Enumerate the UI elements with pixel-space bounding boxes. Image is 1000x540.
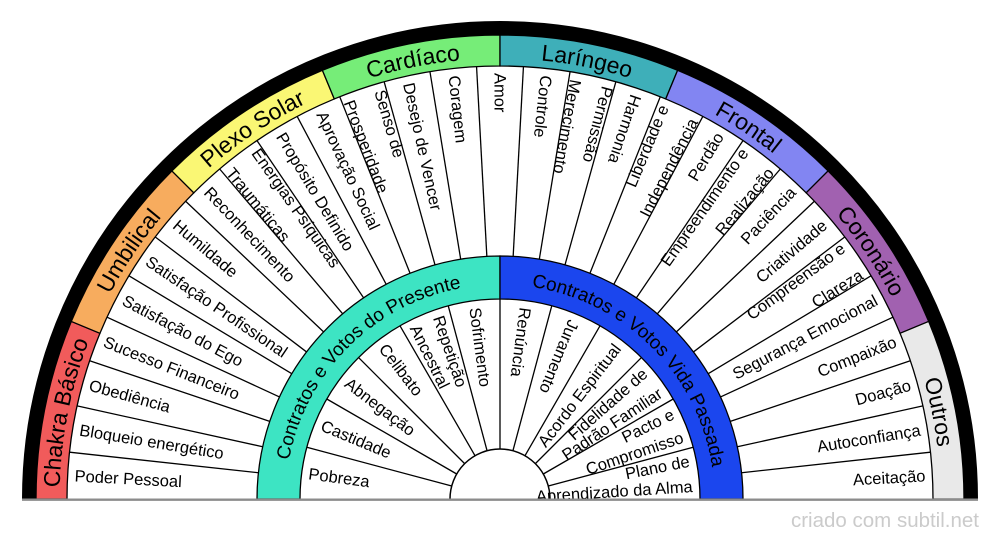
outer-sector-divider <box>741 451 931 474</box>
outer-sector-label: Doação <box>853 377 913 410</box>
outer-sector-divider <box>675 200 815 333</box>
outer-sector-divider <box>219 168 344 315</box>
outer-sector-divider <box>737 405 924 448</box>
inner-sector-divider <box>358 357 466 465</box>
outer-sector-divider <box>256 140 365 299</box>
outer-sector-divider <box>106 316 280 398</box>
outer-sector-divider <box>635 140 744 299</box>
outer-sector-divider <box>69 451 259 474</box>
outer-sector-label: Bloqueio energético <box>78 422 225 463</box>
baseline-mask <box>0 500 1000 540</box>
outer-sector-divider <box>154 236 307 353</box>
outer-sector-divider <box>383 81 436 266</box>
outer-sector-label: Amor <box>491 73 509 113</box>
outer-sector-divider <box>656 168 781 315</box>
outer-sector-divider <box>429 71 462 260</box>
outer-sector-divider <box>720 316 894 398</box>
inner-sector-divider <box>512 305 553 451</box>
inner-sector-divider <box>524 325 601 457</box>
inner-sector-label: Renúncia <box>507 306 534 378</box>
inner-sector-divider <box>534 357 642 465</box>
outer-border-ring <box>22 21 978 500</box>
outer-sector-divider <box>730 360 911 423</box>
inner-sector-label: Sofrimento <box>465 307 493 388</box>
inner-sector-label: Castidade <box>318 417 394 462</box>
outer-sector-label: Coragem <box>444 75 469 144</box>
outer-sector-divider <box>693 236 846 353</box>
outer-sector-label: Merecimento <box>549 78 584 175</box>
outer-sector-divider <box>89 360 270 423</box>
outer-sector-divider <box>564 81 617 266</box>
outer-sector-divider <box>185 200 325 333</box>
inner-sector-divider <box>326 398 458 475</box>
outer-sector-label: Compaixão <box>815 333 899 381</box>
outer-sector-divider <box>339 96 411 274</box>
outer-sector-divider <box>128 275 293 375</box>
outer-sector-divider <box>475 66 488 257</box>
outer-sector-divider <box>512 66 525 257</box>
outer-sector-label: Poder Pessoal <box>74 467 182 491</box>
outer-sector-divider <box>707 275 872 375</box>
outer-sector-divider <box>76 405 263 448</box>
outer-sector-label: Controle <box>530 74 555 138</box>
outer-sector-label: Aceitação <box>853 467 926 489</box>
inner-sector-divider <box>399 325 476 457</box>
credit-text: criado com subtil.net <box>791 509 979 532</box>
inner-sector-divider <box>548 446 694 487</box>
outer-sector-divider <box>538 71 571 260</box>
inner-sector-divider <box>306 446 452 487</box>
outer-sector-label: Autoconfiança <box>816 422 923 457</box>
inner-sector-label: Juramento <box>535 317 581 396</box>
inner-sector-divider <box>447 305 488 451</box>
outer-sector-divider <box>613 116 704 285</box>
inner-sector-label: Pobreza <box>307 465 371 491</box>
outer-sector-divider <box>296 116 387 285</box>
outer-sector-divider <box>589 96 661 274</box>
inner-sector-divider <box>542 398 674 475</box>
